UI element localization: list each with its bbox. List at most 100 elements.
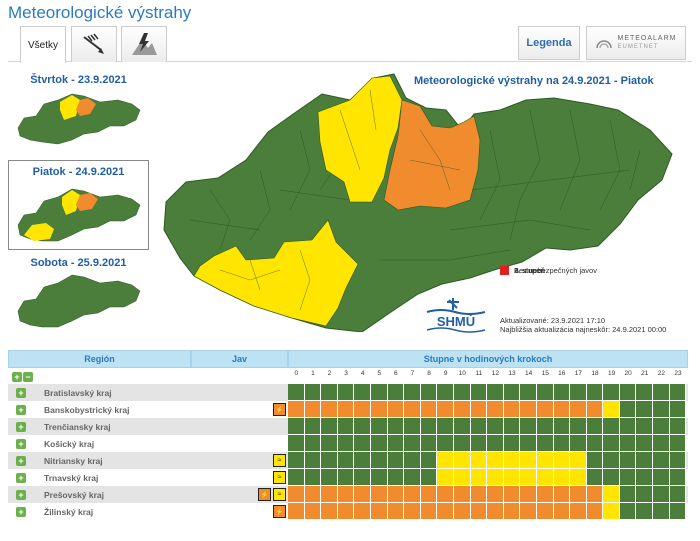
hour-cell — [536, 452, 554, 469]
hour-cell — [586, 469, 604, 486]
hour-cell — [619, 435, 637, 452]
expand-row-icon[interactable]: + — [16, 404, 26, 415]
hour-cell — [304, 401, 322, 418]
hour-label: 3 — [344, 370, 348, 377]
hour-cell — [321, 384, 338, 401]
table-row: + Trnavský kraj ≈ — [8, 469, 688, 486]
hour-cell — [520, 503, 537, 520]
hour-cell — [420, 418, 438, 435]
hour-cell — [603, 469, 620, 486]
day-label: Piatok - 24.9.2021 — [32, 166, 125, 178]
tab-all[interactable]: Všetky — [20, 26, 66, 63]
hour-cell — [304, 418, 322, 435]
hour-label: 4 — [360, 370, 365, 377]
hour-label: 7 — [410, 370, 415, 377]
hour-cell — [603, 452, 620, 469]
expand-all-icon[interactable]: + — [12, 372, 22, 382]
thunderstorm-warning-icon[interactable]: ⚡ — [273, 403, 286, 416]
hour-cell — [619, 486, 637, 503]
region-name: Žilinský kraj — [44, 506, 94, 517]
hour-cell — [536, 435, 554, 452]
hour-cell — [337, 384, 355, 401]
hour-cell — [470, 384, 488, 401]
region-cell: + Trnavský kraj — [8, 469, 191, 486]
hour-cell — [304, 435, 322, 452]
hour-cell — [553, 435, 571, 452]
hour-cell — [304, 452, 322, 469]
hour-cell — [619, 452, 637, 469]
hour-cell — [570, 452, 587, 469]
hour-label: 21 — [641, 370, 649, 377]
hour-label: 17 — [574, 370, 582, 377]
hour-cell — [487, 469, 504, 486]
hour-cell — [520, 418, 537, 435]
expand-row-icon[interactable]: + — [16, 438, 26, 449]
expand-row-icon[interactable]: + — [16, 489, 26, 500]
hour-cell — [636, 418, 654, 435]
wind-warning-icon[interactable]: ≈ — [273, 488, 286, 501]
day-card-saturday[interactable]: Sobota - 25.9.2021 — [8, 257, 149, 331]
tab-wind[interactable] — [71, 26, 117, 62]
hour-cell — [321, 435, 338, 452]
hour-cell — [619, 469, 637, 486]
expand-collapse-all: + − — [12, 372, 33, 382]
expand-row-icon[interactable]: + — [16, 387, 26, 398]
region-name: Bratislavský kraj — [44, 387, 112, 398]
jav-cell: ⚡ — [191, 503, 288, 520]
hour-cell — [304, 469, 322, 486]
day-card-thursday[interactable]: Štvrtok - 23.9.2021 — [8, 74, 149, 148]
meteoalarm-sub: EUMETNET — [617, 44, 659, 50]
table-row: + Prešovský kraj ⚡ ≈ — [8, 486, 688, 503]
hour-cell — [370, 418, 388, 435]
hour-label: 15 — [541, 370, 549, 377]
thunderstorm-warning-icon[interactable]: ⚡ — [258, 488, 271, 501]
hour-cell — [636, 401, 654, 418]
update-info: Aktualizované: 23.9.2021 17:10 Najbližši… — [500, 316, 690, 334]
shmu-logo-text: SHMÚ — [437, 314, 475, 329]
hour-cell — [420, 469, 438, 486]
hour-cell — [404, 469, 421, 486]
day-label: Sobota - 25.9.2021 — [30, 257, 127, 269]
hour-cell — [387, 486, 405, 503]
hour-cell — [321, 503, 338, 520]
hour-cell — [586, 401, 604, 418]
hour-cell — [321, 401, 338, 418]
wind-warning-icon[interactable]: ≈ — [273, 471, 286, 484]
hour-cell — [321, 418, 338, 435]
hour-cell — [354, 452, 371, 469]
thunderstorm-warning-icon[interactable]: ⚡ — [273, 505, 286, 518]
hour-cell — [487, 486, 504, 503]
legend-swatch — [500, 265, 509, 275]
hour-label: 8 — [427, 370, 431, 377]
legend-label: 2. stupeň — [514, 265, 545, 275]
collapse-all-icon[interactable]: − — [23, 372, 33, 382]
day-card-friday[interactable]: Piatok - 24.9.2021 — [8, 160, 149, 250]
expand-row-icon[interactable]: + — [16, 421, 26, 432]
expand-row-icon[interactable]: + — [16, 472, 26, 483]
hour-cell — [453, 418, 471, 435]
tab-thunder[interactable] — [121, 26, 167, 62]
col-jav-header: Jav — [191, 350, 288, 368]
wind-warning-icon[interactable]: ≈ — [273, 454, 286, 467]
hour-cell — [653, 469, 670, 486]
hour-cell — [520, 401, 537, 418]
hour-cell — [570, 401, 587, 418]
region-name: Košický kraj — [44, 438, 95, 449]
region-cell: + Trenčiansky kraj — [8, 418, 191, 435]
hour-cell — [536, 418, 554, 435]
hour-cell — [304, 503, 322, 520]
hour-cell — [337, 435, 355, 452]
hour-cell — [337, 503, 355, 520]
expand-row-icon[interactable]: + — [16, 506, 26, 517]
hour-cell — [437, 469, 454, 486]
hour-cell — [354, 418, 371, 435]
hour-cell — [470, 486, 488, 503]
expand-row-icon[interactable]: + — [16, 455, 26, 466]
hour-cell — [404, 384, 421, 401]
hour-cell — [420, 452, 438, 469]
hour-cell — [503, 418, 521, 435]
meteoalarm-button[interactable]: METEOALARM EUMETNET — [586, 26, 686, 60]
legenda-button[interactable]: Legenda — [518, 26, 580, 60]
hour-cell — [503, 503, 521, 520]
hour-cell — [636, 435, 654, 452]
